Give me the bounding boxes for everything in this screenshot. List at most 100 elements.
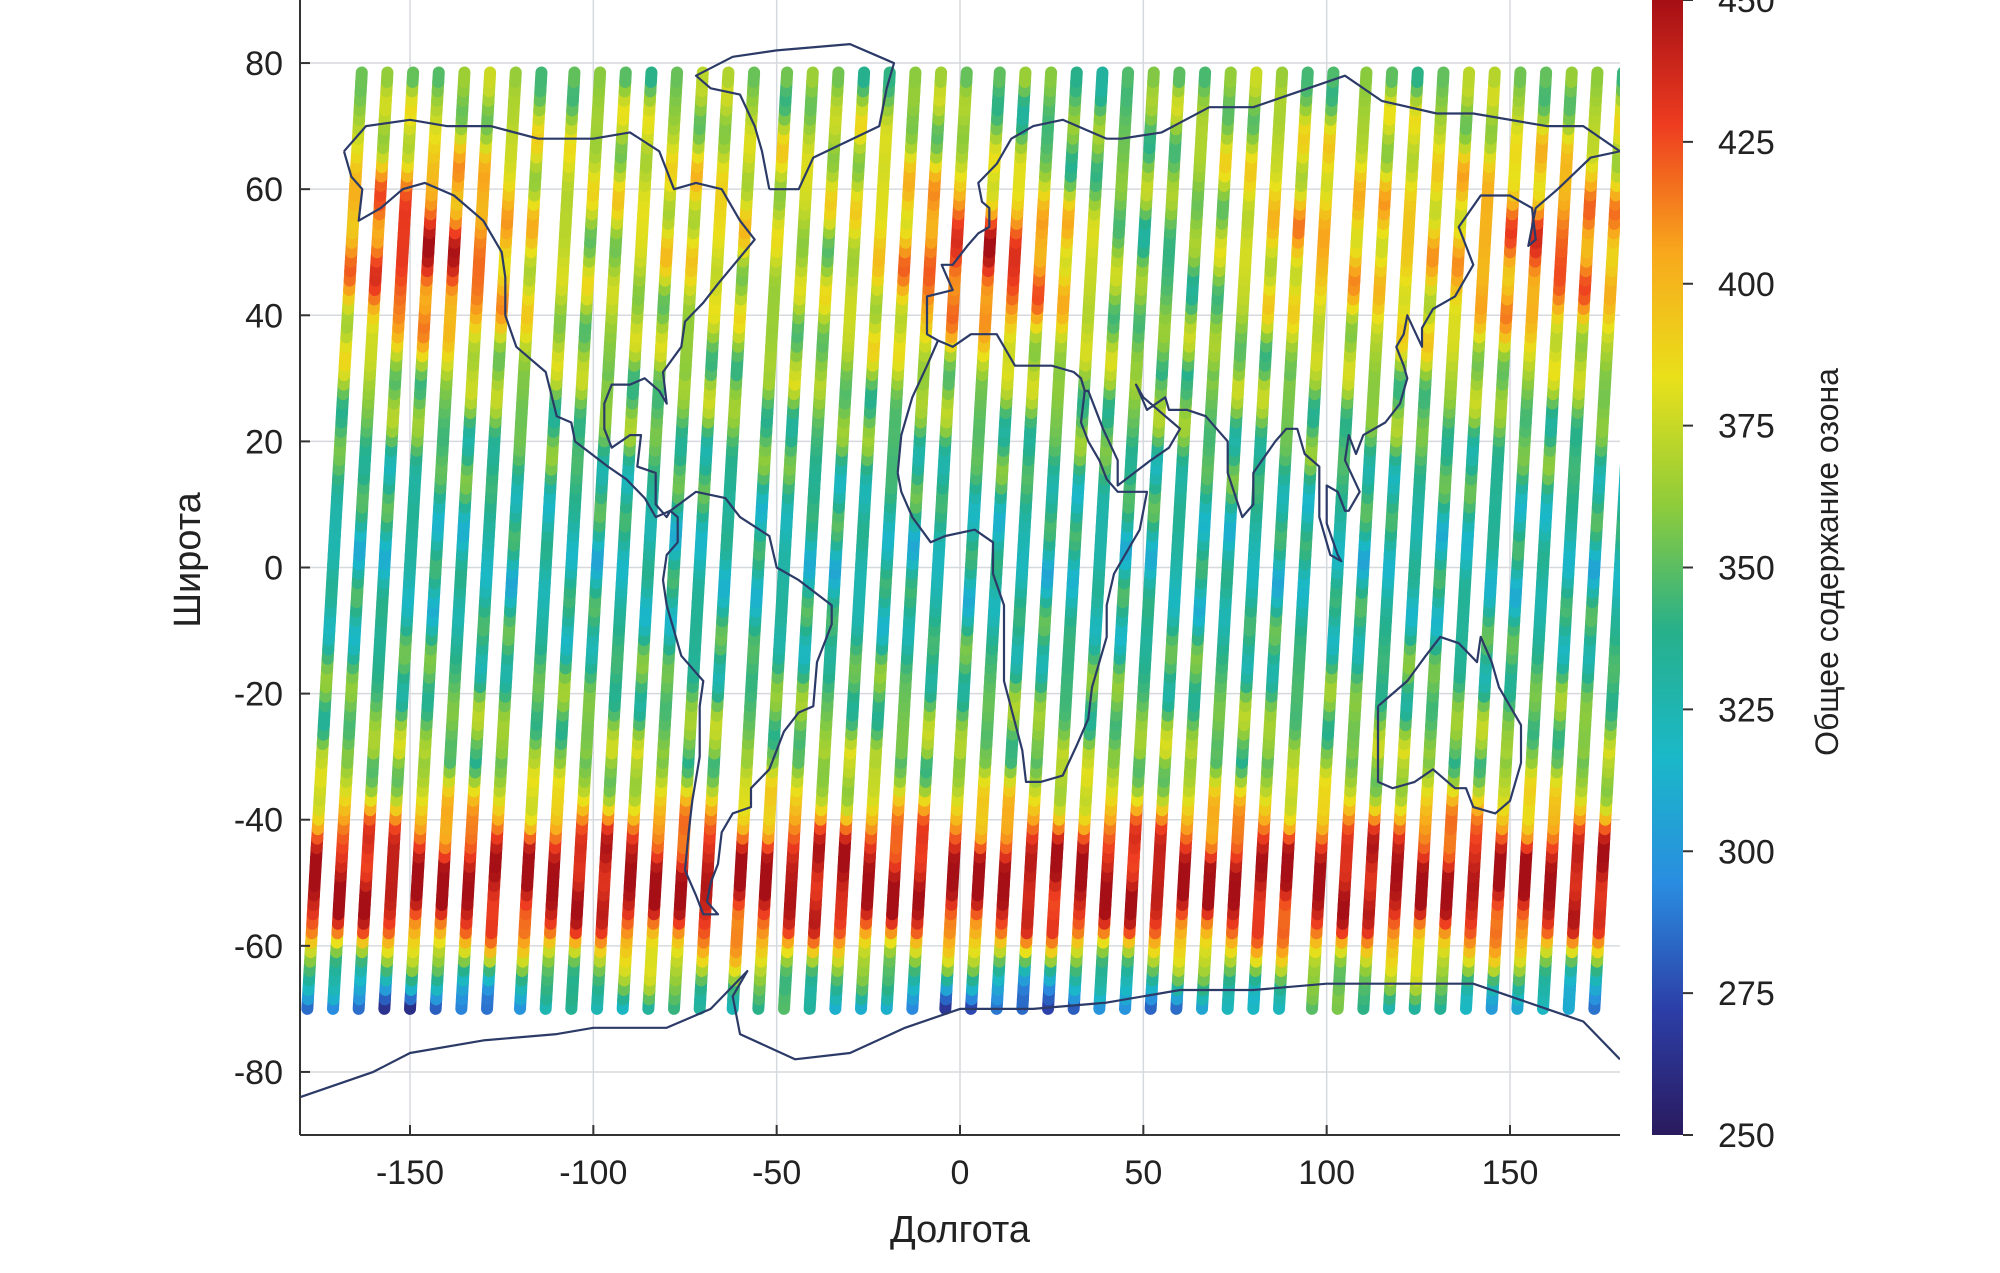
ozone-swath [616,66,684,1015]
swath-segment [780,66,794,88]
swath-segment [1172,66,1186,88]
swath-segment [1198,66,1212,88]
swath-segment [1618,484,1620,503]
swath-segment [593,66,607,88]
swath-segment [1614,539,1620,561]
swath-segment [1614,95,1620,117]
ozone-swath [455,66,522,1015]
ozone-swath [429,66,497,1015]
ozone-swath [1119,66,1186,1015]
ozone-swath [514,66,581,1015]
ozone-swath [1016,66,1083,1015]
ozone-swath [1093,66,1160,1015]
swath-segment [380,66,394,88]
ozone-swath [591,66,658,1015]
swath-segment [1617,493,1620,513]
ozone-swath [378,66,445,1015]
swath-segment [1632,356,1633,365]
swath-segment [1627,441,1628,450]
ozone-swath [855,66,922,1015]
swath-segment [1070,66,1083,88]
swath-segment [1637,262,1638,271]
swath-segment [1630,394,1631,403]
swath-segment [1565,66,1578,88]
swath-segment [1616,502,1620,523]
swath-segment [1462,66,1476,88]
swath-segment [1615,521,1620,542]
swath-segment [406,66,420,88]
swath-segment [1275,66,1289,88]
ozone-swath [1273,66,1340,1015]
ozone-swath [1331,66,1399,1015]
swath-segment [934,66,948,88]
swath-segment [483,66,497,88]
swath-segment [721,66,735,88]
ozone-swath [693,66,761,1015]
swath-segment [1627,432,1628,441]
swath-segment [1632,347,1633,356]
ozone-swath [301,66,368,1015]
swath-segment [960,66,973,88]
ozone-swath [668,66,735,1015]
ozone-swath [1042,66,1109,1015]
swath-segment [806,66,819,88]
swath-segment [644,66,658,88]
ozone-swath [1221,66,1289,1015]
ozone-swath [906,66,973,1015]
swath-segment [1613,113,1620,136]
swath-segment [1411,66,1424,88]
swath-segment [1619,467,1620,483]
swath-segment [1633,337,1634,346]
ozone-swath [539,66,607,1015]
swath-segment [670,66,684,88]
ozone-swath [1196,66,1263,1015]
swath-segment [1633,328,1634,337]
ozone-swath [481,66,548,1015]
ozone-swath [1383,66,1450,1015]
swath-segment [1359,66,1373,88]
ozone-swath [1537,66,1604,1015]
swath-segment [1539,66,1553,88]
ozone-swath [404,66,471,1015]
swath-segment [1044,66,1058,88]
ozone-swath [1306,66,1373,1015]
ozone-swath [1247,66,1314,1015]
swath-segment [993,66,1006,88]
ozone-swath [1485,66,1553,1015]
swath-segment [567,66,581,88]
swath-segment [857,66,871,88]
ozone-swath [1511,66,1578,1015]
ozone-swath [990,66,1058,1015]
swath-segment [1615,530,1620,552]
ozone-swath [829,66,896,1015]
swath-segment [1513,66,1527,88]
ozone-swath [1588,262,1638,1015]
swath-segment [1628,413,1629,422]
swath-segment [1436,66,1450,88]
ozone-swaths [301,66,1638,1015]
ozone-swath [726,66,794,1015]
swath-segment [1615,85,1620,107]
swath-segment [1614,104,1620,126]
swath-segment [1616,76,1620,98]
ozone-swath [1460,66,1527,1015]
swath-segment [1590,66,1604,88]
ozone-swath [1067,66,1135,1015]
ozone-swath [803,66,871,1015]
ozone-swath [642,66,709,1015]
swath-segment [1616,511,1620,532]
swath-segment [1488,66,1501,88]
swath-segment [1618,476,1620,493]
swath-segment [1635,300,1636,309]
ozone-swath [1170,66,1237,1015]
ozone-swath [1434,66,1501,1015]
ozone-swath [1408,66,1476,1015]
swath-segment [1634,309,1635,318]
ozone-swath [752,66,819,1015]
swath-segment [1634,318,1635,327]
swath-segment [1636,290,1637,299]
swath-segment [1121,66,1135,88]
swath-segment [1630,385,1631,394]
swath-segment [1637,271,1638,280]
swath-segment [908,66,922,88]
